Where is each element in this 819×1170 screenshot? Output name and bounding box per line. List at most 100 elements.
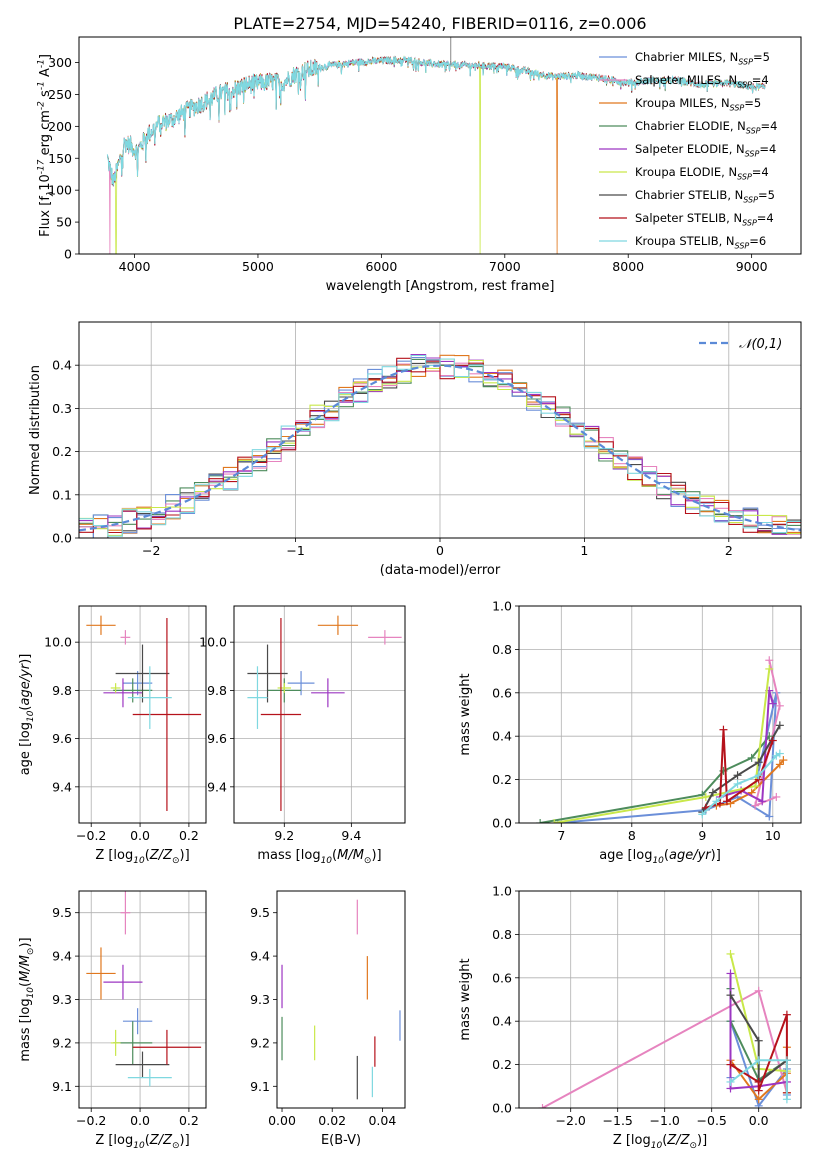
legend-label: Salpeter STELIB, NSSP​=4 — [635, 211, 774, 227]
x-axis-label: wavelength [Angstrom, rest frame] — [326, 279, 555, 294]
y-tick-label: 9.6 — [207, 731, 227, 746]
x-tick-label: 7000 — [489, 259, 521, 274]
y-tick-label: 1.0 — [492, 884, 512, 899]
y-tick-label: 1.0 — [492, 599, 512, 614]
x-tick-label: 4000 — [119, 259, 151, 274]
y-tick-label: 9.1 — [250, 1079, 270, 1094]
x-tick-label: 1 — [580, 543, 588, 558]
y-tick-label: 50 — [56, 215, 72, 230]
y-tick-label: 9.4 — [52, 949, 72, 964]
x-tick-label: 0.02 — [318, 1113, 346, 1128]
x-tick-label: 0.0 — [130, 828, 150, 843]
legend-label: Kroupa STELIB, NSSP​=6 — [635, 234, 766, 250]
y-tick-label: 9.1 — [52, 1079, 72, 1094]
x-tick-label: 10 — [765, 828, 781, 843]
weight-series-line — [729, 1059, 788, 1100]
x-axis-label: (data-model)/error — [380, 563, 501, 578]
y-tick-label: 10.0 — [199, 635, 227, 650]
y-tick-label: 10.0 — [44, 635, 72, 650]
panel-mass_vs_Z: −0.2 0.0 0.2 9.1 9.2 9.3 9.4 9.5 Z [log10​(Z/Z⊙​… — [18, 890, 207, 1151]
y-tick-label: 9.5 — [52, 905, 72, 920]
x-tick-label: 0.04 — [368, 1113, 396, 1128]
x-tick-label: −1 — [286, 543, 304, 558]
plot-area — [79, 354, 801, 538]
x-tick-label: 5000 — [242, 259, 274, 274]
axes-frame — [78, 321, 802, 539]
plot-area — [106, 37, 766, 254]
y-tick-label: 200 — [48, 119, 72, 134]
plot-area — [538, 949, 791, 1108]
figure-title: PLATE=2754, MJD=54240, FIBERID=0116, z=0… — [233, 14, 646, 33]
x-tick-label: 2 — [725, 543, 733, 558]
x-tick-label: 0.0 — [749, 1113, 769, 1128]
x-tick-label: −0.2 — [76, 1113, 106, 1128]
y-axis-label: mass weight — [458, 673, 473, 755]
y-axis-label: mass [log10​(M/M⊙​)] — [18, 937, 36, 1061]
weight-series-line — [554, 668, 771, 823]
y-tick-label: 150 — [48, 151, 72, 166]
y-tick-label: 0.4 — [52, 358, 72, 373]
y-tick-label: 9.8 — [207, 683, 227, 698]
panel-residuals: −2 −1 0 1 2 0.0 0.1 0.2 0.3 0.4 (data-model)/error… — [28, 321, 802, 578]
x-tick-label: −2.0 — [556, 1113, 586, 1128]
x-axis-label: age [log10​(age/yr)] — [599, 848, 721, 866]
x-tick-label: 0 — [436, 543, 444, 558]
y-tick-label: 9.5 — [250, 905, 270, 920]
legend-label: Chabrier ELODIE, NSSP​=4 — [635, 119, 777, 135]
x-tick-label: 0.0 — [130, 1113, 150, 1128]
panel-weight_vs_Z: −2.0 −1.5 −1.0 −0.5 0.0 0.0 0.2 0.4 0.6 0.8 1.0 Z [… — [458, 884, 802, 1151]
x-tick-label: 9 — [698, 828, 706, 843]
y-tick-label: 0.0 — [492, 816, 512, 831]
y-tick-label: 0.1 — [52, 487, 72, 502]
spectrum-model-line — [106, 56, 766, 186]
x-tick-label: 8 — [628, 828, 636, 843]
plot-area — [536, 656, 788, 823]
y-tick-label: 250 — [48, 87, 72, 102]
x-tick-label: 9.2 — [274, 828, 294, 843]
x-tick-label: 0.00 — [268, 1113, 296, 1128]
y-tick-label: 0.2 — [52, 444, 72, 459]
gaussian-curve — [79, 364, 801, 532]
legend-label: Chabrier STELIB, NSSP​=5 — [635, 188, 775, 204]
plot-area — [281, 899, 401, 1100]
legend-label: 𝒩(0,1) — [739, 337, 782, 352]
x-tick-label: 0.2 — [179, 1113, 199, 1128]
y-tick-label: 0 — [64, 247, 72, 262]
legend-label: Kroupa ELODIE, NSSP​=4 — [635, 165, 769, 181]
y-tick-label: 0.6 — [492, 970, 512, 985]
axes-frame — [276, 890, 406, 1109]
y-axis-label: mass weight — [458, 958, 473, 1040]
plot-area — [86, 891, 202, 1087]
histogram-step — [79, 357, 801, 534]
axes-frame — [233, 605, 406, 824]
y-tick-label: 100 — [48, 183, 72, 198]
x-tick-label: −0.5 — [697, 1113, 727, 1128]
y-tick-label: 9.8 — [52, 683, 72, 698]
y-tick-label: 9.3 — [52, 992, 72, 1007]
y-tick-label: 0.0 — [52, 531, 72, 546]
legend-label: Salpeter ELODIE, NSSP​=4 — [635, 142, 776, 158]
x-axis-label: Z [log10​(Z/Z⊙​)] — [613, 1133, 707, 1151]
x-axis-label: Z [log10​(Z/Z⊙​)] — [95, 1133, 189, 1151]
legend-label: Kroupa MILES, NSSP​=5 — [635, 96, 761, 112]
legend-label: Salpeter MILES, NSSP​=4 — [635, 73, 769, 89]
axes-frame — [78, 890, 207, 1109]
x-tick-label: 9.4 — [341, 828, 361, 843]
axes-frame — [518, 890, 802, 1109]
y-tick-label: 0.4 — [492, 729, 512, 744]
y-tick-label: 9.3 — [250, 992, 270, 1007]
x-axis-label: mass [log10​(M/M⊙​)] — [257, 848, 381, 866]
y-tick-label: 0.3 — [52, 401, 72, 416]
y-tick-label: 9.2 — [52, 1035, 72, 1050]
x-tick-label: 8000 — [612, 259, 644, 274]
y-tick-label: 0.8 — [492, 927, 512, 942]
panel-mass_vs_ebv: 0.00 0.02 0.04 9.1 9.2 9.3 9.4 9.5 E(B-V) — [250, 890, 406, 1148]
weight-series-line — [557, 692, 778, 823]
y-tick-label: 9.6 — [52, 731, 72, 746]
x-tick-label: −2 — [142, 543, 160, 558]
y-axis-label: age [log10​(age/yr)] — [18, 654, 36, 776]
axes-frame — [78, 605, 207, 824]
y-tick-label: 9.4 — [207, 779, 227, 794]
x-tick-label: −0.2 — [76, 828, 106, 843]
